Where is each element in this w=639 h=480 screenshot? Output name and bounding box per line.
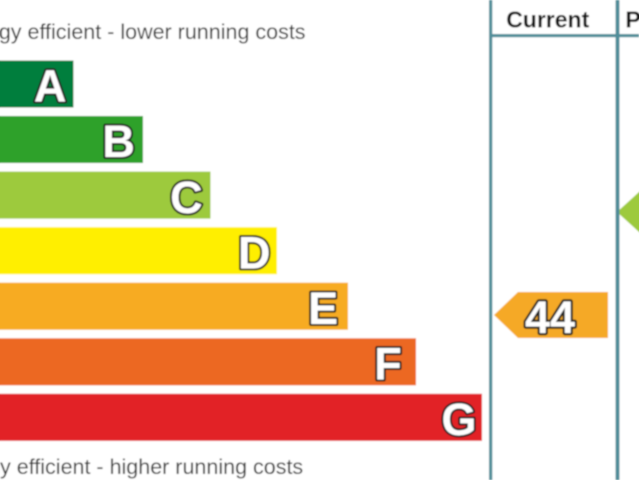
svg-text:Not energy efficient - higher: Not energy efficient - higher running co…	[0, 455, 303, 479]
svg-text:A: A	[34, 61, 67, 112]
svg-text:E: E	[308, 283, 338, 334]
svg-text:P: P	[625, 6, 639, 32]
svg-text:D: D	[238, 227, 271, 278]
svg-text:B: B	[102, 116, 135, 167]
svg-text:44: 44	[525, 292, 575, 343]
svg-text:Current: Current	[506, 6, 589, 32]
svg-text:Very energy efficient - lower: Very energy efficient - lower running co…	[0, 20, 306, 44]
svg-text:C: C	[170, 172, 203, 223]
svg-text:F: F	[374, 339, 402, 390]
svg-text:G: G	[441, 394, 476, 445]
